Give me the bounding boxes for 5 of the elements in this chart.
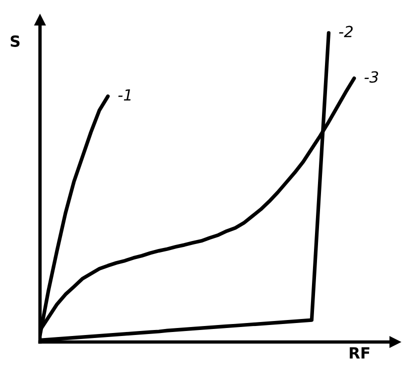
series-label: -2 xyxy=(339,26,353,38)
series-label: -3 xyxy=(364,71,378,83)
x-axis-title: RF xyxy=(350,347,370,358)
series-label: -1 xyxy=(118,89,131,100)
y-axis-title: S xyxy=(10,35,20,47)
